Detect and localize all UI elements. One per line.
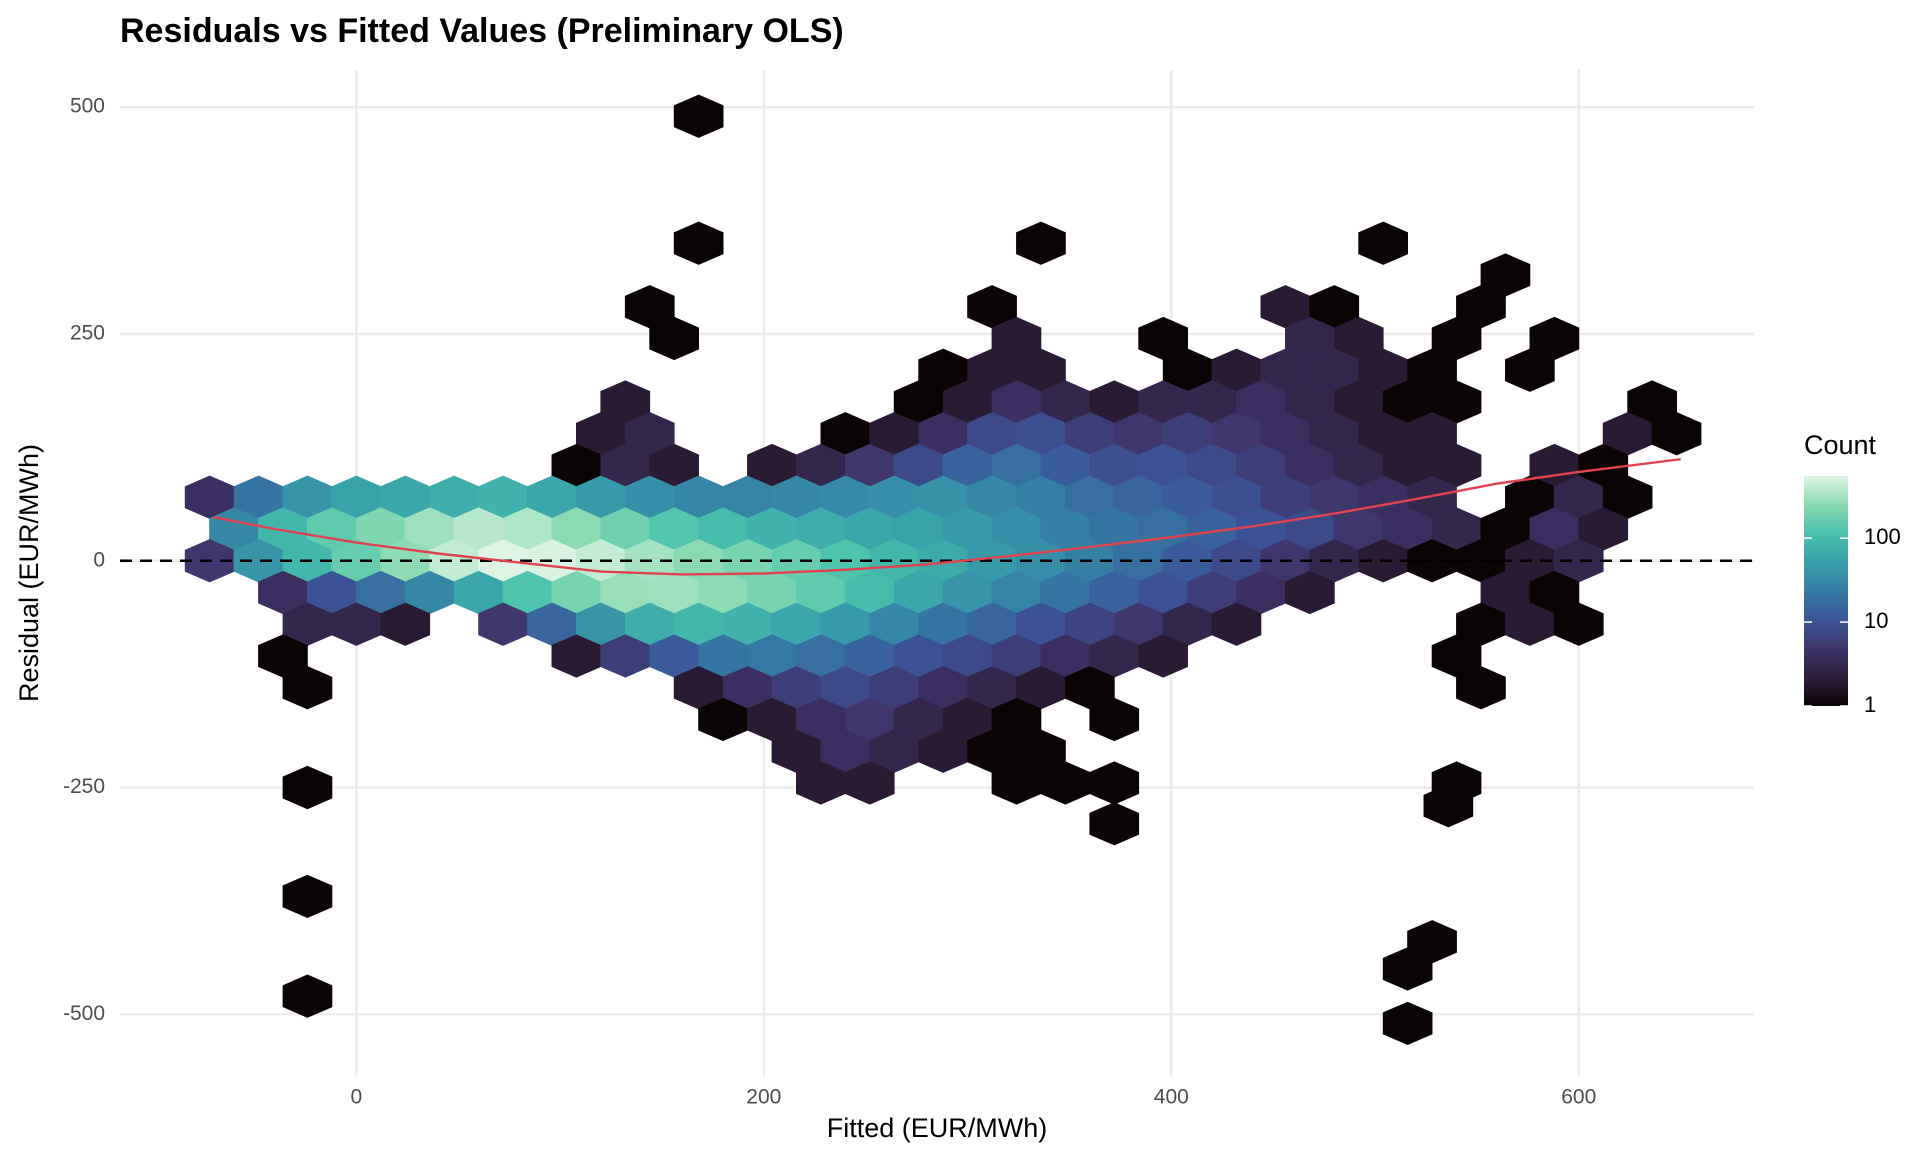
- hexbin: [1089, 761, 1140, 805]
- hexbin: [282, 974, 333, 1018]
- y-tick-label: 0: [93, 548, 105, 571]
- x-tick-label: 0: [350, 1086, 362, 1109]
- hexbin: [844, 761, 895, 805]
- hexbin: [1423, 784, 1474, 828]
- colorbar-tick-label: 100: [1864, 524, 1901, 549]
- hexbin: [380, 602, 431, 646]
- hexbin: [1382, 1001, 1433, 1046]
- y-tick-label: -250: [63, 775, 105, 798]
- colorbar-tick-label: 1: [1864, 692, 1876, 717]
- y-tick-label: 250: [70, 322, 105, 345]
- hexbin-layer: [184, 94, 1702, 1046]
- x-tick-label: 400: [1154, 1086, 1189, 1109]
- overlay-layer: [120, 458, 1754, 576]
- smooth-line: [213, 458, 1681, 576]
- chart-title: Residuals vs Fitted Values (Preliminary …: [120, 12, 844, 50]
- hexbin: [1553, 602, 1604, 646]
- hexbin: [1138, 634, 1188, 678]
- y-tick-label: 500: [70, 95, 105, 118]
- hexbin: [1456, 666, 1506, 710]
- hexbin: [1651, 412, 1702, 456]
- hexbin: [1016, 221, 1066, 265]
- hexbin: [1089, 697, 1140, 742]
- x-axis-title: Fitted (EUR/MWh): [827, 1113, 1048, 1143]
- hexbin: [1505, 348, 1555, 392]
- x-tick-label: 600: [1561, 1086, 1596, 1109]
- hexbin: [673, 221, 724, 265]
- hexbin: [1285, 570, 1335, 615]
- hexbin: [282, 874, 333, 919]
- hexbin: [282, 765, 333, 810]
- x-tick-label: 200: [746, 1086, 781, 1109]
- y-tick-label: -500: [63, 1002, 105, 1025]
- hexbin: [1211, 602, 1262, 646]
- hexbin: [282, 666, 333, 710]
- legend: 1 10 100: [1804, 476, 1901, 717]
- colorbar: [1804, 476, 1848, 706]
- hexbin: [1089, 802, 1140, 846]
- hexbin: [673, 94, 724, 138]
- hexbin: [1358, 221, 1408, 265]
- colorbar-tick-label: 10: [1864, 608, 1888, 633]
- legend-title: Count: [1804, 430, 1877, 460]
- y-axis-title: Residual (EUR/MWh): [14, 444, 44, 702]
- hexbin: [1382, 947, 1433, 991]
- hexbin: [649, 316, 699, 361]
